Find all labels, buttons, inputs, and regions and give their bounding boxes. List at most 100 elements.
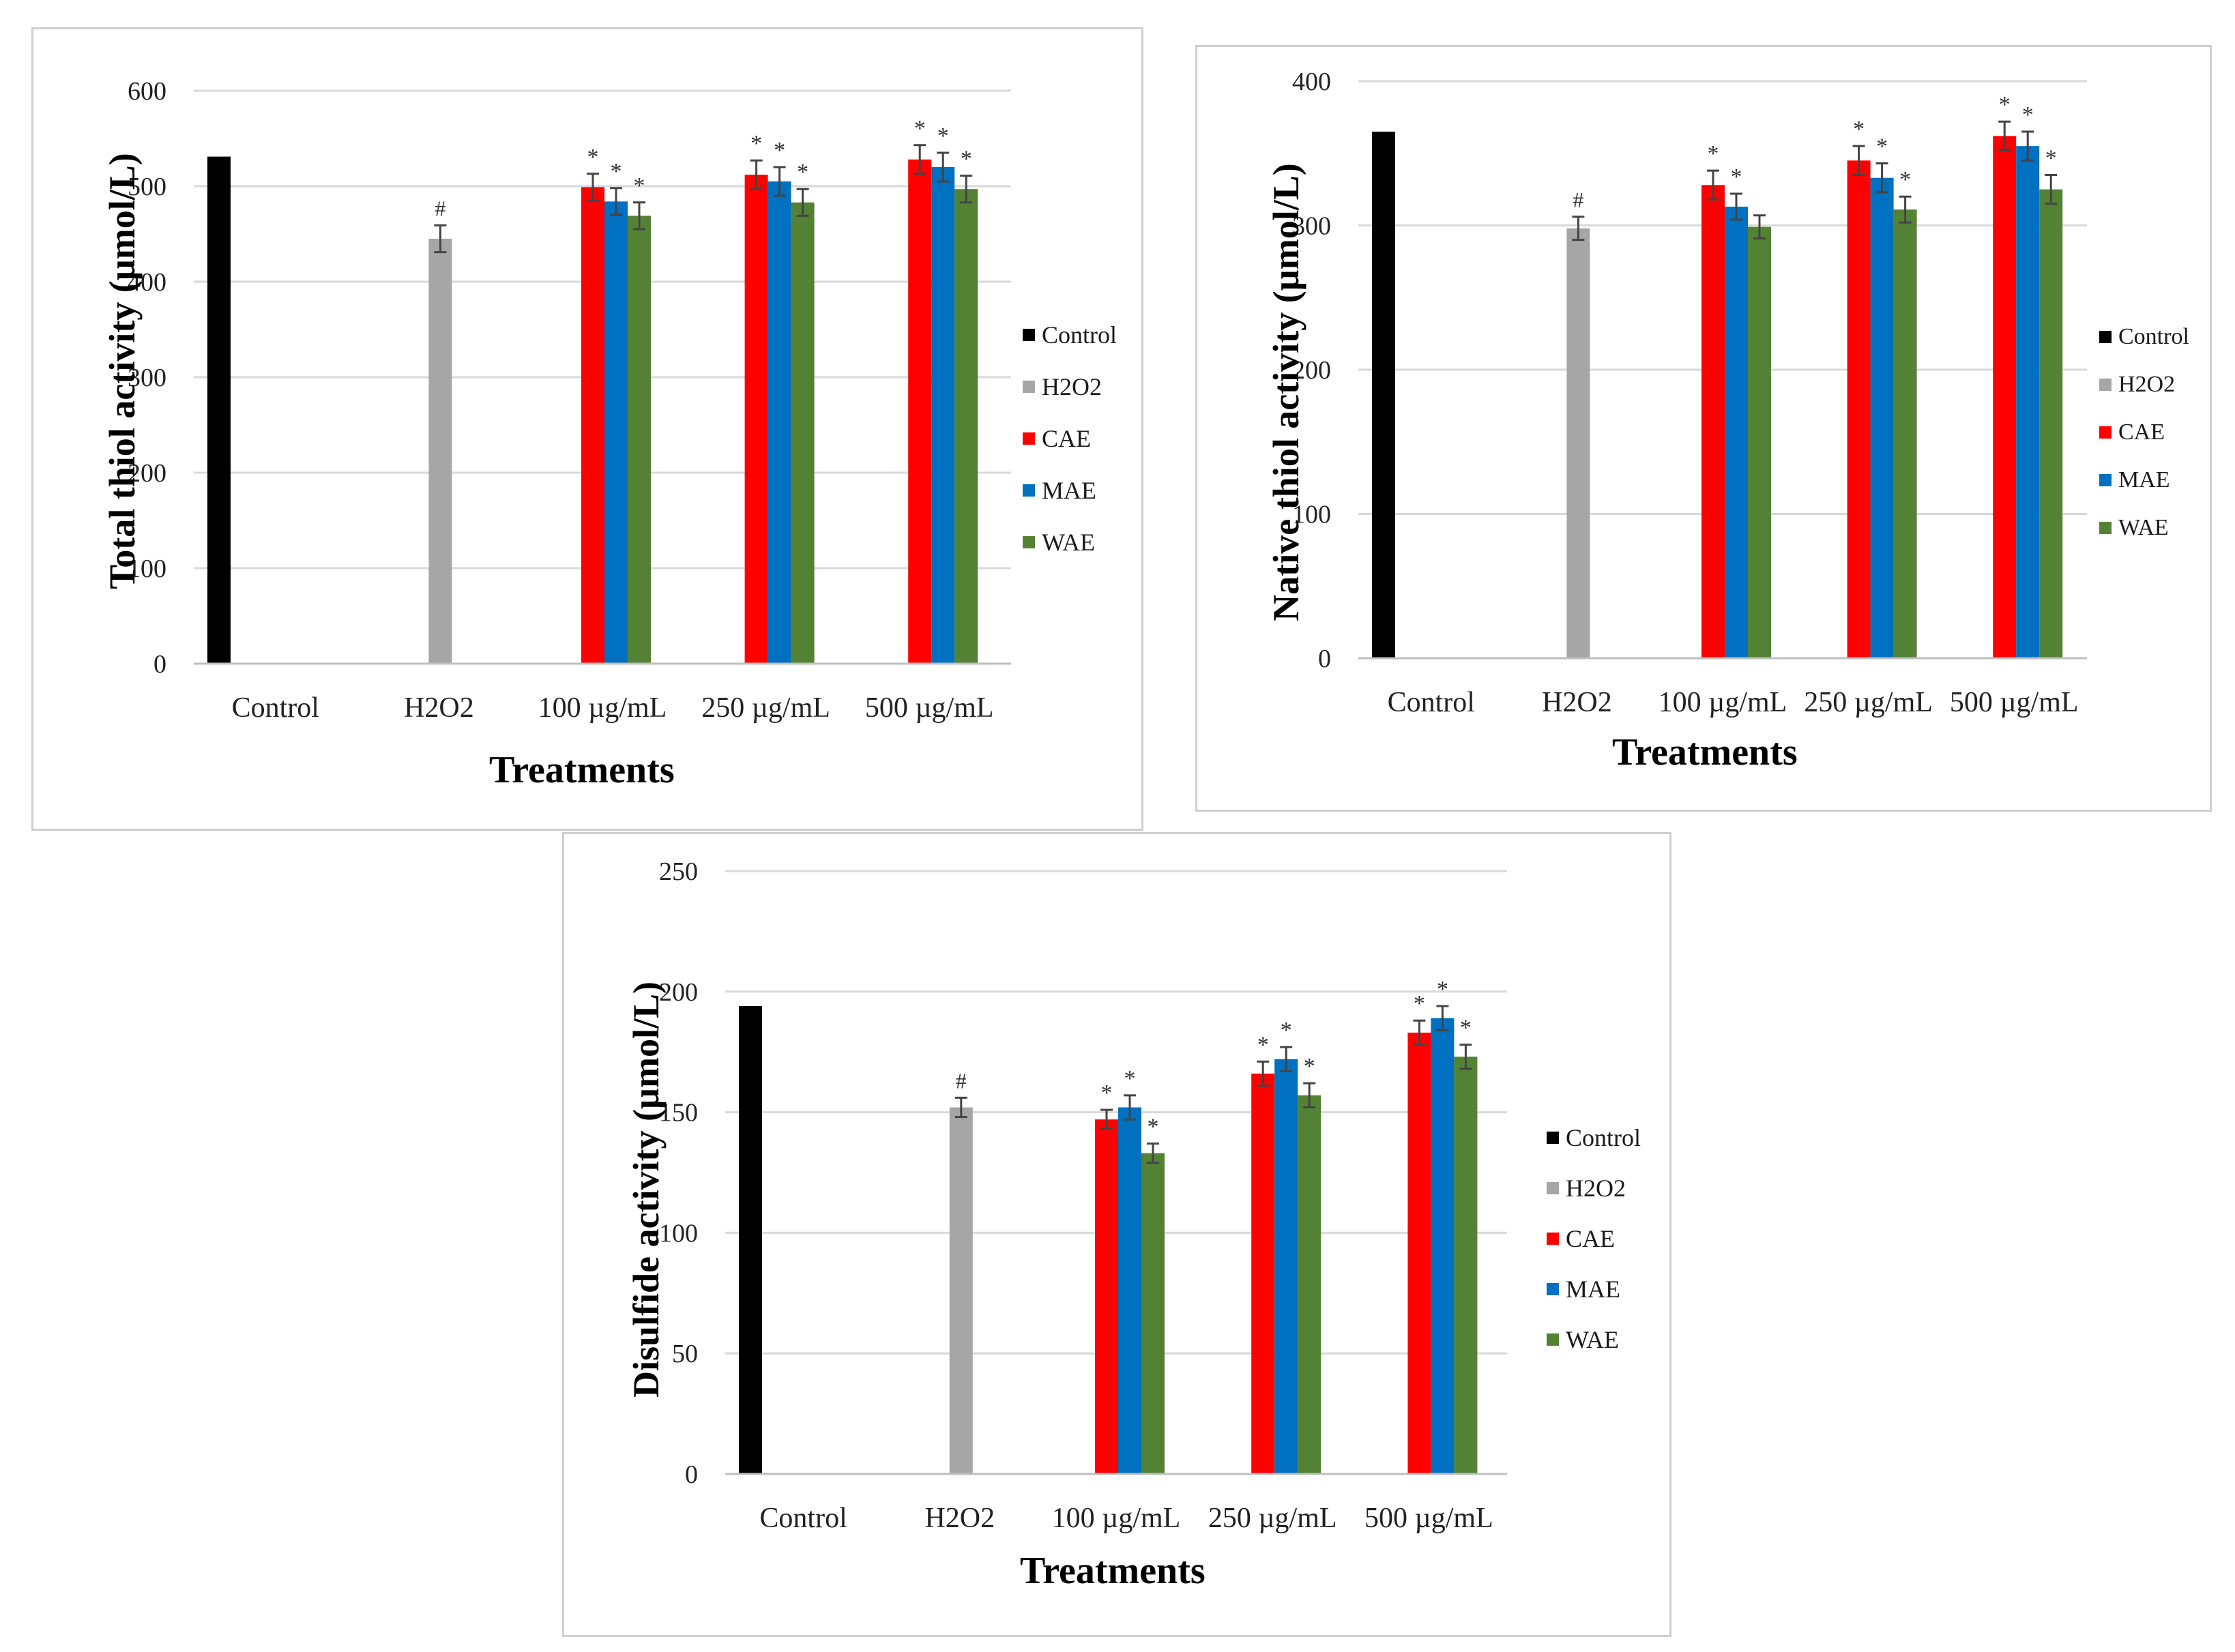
bar-cae — [1095, 1119, 1118, 1474]
legend-label: WAE — [1042, 529, 1095, 556]
legend-label: WAE — [1566, 1326, 1619, 1353]
significance-mark: * — [1257, 1032, 1269, 1057]
legend-swatch — [1023, 432, 1035, 445]
bar-cae — [1251, 1074, 1275, 1474]
bar-wae — [1893, 209, 1917, 658]
significance-mark: * — [1124, 1066, 1136, 1091]
chart-svg: 0 100 200 300 400 Control # H2O2 * * 100 µg/mL * * * 2… — [1292, 68, 2087, 718]
x-axis-title: Treatments — [489, 749, 675, 791]
significance-mark: * — [587, 145, 599, 170]
legend-item: WAE — [1023, 516, 1117, 568]
legend-item: Control — [1547, 1112, 1641, 1163]
legend-swatch — [1547, 1283, 1559, 1295]
legend-label: CAE — [1042, 425, 1091, 452]
bar-mae — [1274, 1059, 1298, 1474]
legend-label: H2O2 — [1042, 373, 1102, 400]
y-tick-label: 200 — [128, 459, 166, 488]
legend-item: Control — [1023, 309, 1117, 361]
bar-wae — [791, 202, 815, 664]
legend-label: MAE — [1042, 477, 1096, 504]
legend: Control H2O2 CAE MAE WAE — [1023, 309, 1117, 568]
legend-item: CAE — [1023, 413, 1117, 464]
x-tick-label: Control — [232, 692, 319, 724]
legend-label: WAE — [2118, 515, 2169, 540]
x-tick-label: 500 µg/mL — [1364, 1503, 1493, 1534]
legend-swatch — [1547, 1182, 1559, 1194]
y-tick-label: 300 — [128, 364, 166, 392]
x-tick-label: 250 µg/mL — [1804, 687, 1933, 718]
y-tick-label: 200 — [659, 978, 698, 1007]
bar-cae — [1701, 185, 1725, 658]
bar-control — [1372, 132, 1395, 658]
legend-swatch — [2099, 379, 2112, 391]
legend-swatch — [1547, 1333, 1559, 1346]
significance-mark: * — [1876, 134, 1888, 160]
legend-item: H2O2 — [1023, 361, 1117, 413]
bar-mae — [1118, 1107, 1141, 1474]
significance-mark: * — [2022, 102, 2034, 128]
bar-h2o2 — [1566, 228, 1590, 659]
y-tick-label: 0 — [1318, 645, 1331, 673]
y-tick-label: 400 — [128, 268, 166, 297]
bar-wae — [2039, 189, 2063, 658]
significance-mark: * — [1304, 1054, 1315, 1079]
legend-label: Control — [2118, 324, 2189, 349]
y-tick-label: 150 — [659, 1099, 698, 1127]
x-axis-title: Treatments — [1612, 731, 1798, 773]
y-tick-label: 400 — [1292, 68, 1331, 96]
significance-mark: * — [1999, 92, 2011, 117]
significance-mark: * — [1460, 1016, 1472, 1041]
bar-wae — [628, 216, 651, 664]
significance-mark: * — [937, 123, 949, 149]
bar-cae — [581, 187, 604, 664]
legend-item: CAE — [2099, 409, 2189, 456]
legend-label: H2O2 — [2118, 372, 2176, 397]
y-tick-label: 300 — [1292, 212, 1331, 241]
legend-swatch — [2099, 474, 2112, 486]
significance-mark: * — [774, 138, 785, 163]
significance-mark: * — [1101, 1080, 1113, 1106]
y-axis-title: Total thiol activity (µmol/L) — [102, 153, 143, 589]
significance-mark: * — [1437, 977, 1448, 1002]
x-tick-label: H2O2 — [924, 1503, 995, 1534]
legend-swatch — [1547, 1233, 1559, 1245]
bar-cae — [908, 159, 932, 664]
legend-item: MAE — [1547, 1264, 1641, 1314]
significance-mark: # — [956, 1068, 967, 1093]
legend-swatch — [1023, 381, 1035, 393]
significance-mark: * — [611, 159, 622, 184]
x-axis-title: Treatments — [1020, 1550, 1206, 1592]
bar-wae — [1748, 226, 1771, 658]
bar-cae — [744, 175, 768, 664]
legend-label: Control — [1566, 1124, 1641, 1151]
bar-mae — [1431, 1018, 1455, 1474]
significance-mark: * — [1708, 141, 1719, 166]
bar-h2o2 — [428, 239, 452, 664]
legend-item: WAE — [1547, 1314, 1641, 1365]
legend-label: Control — [1042, 321, 1118, 349]
chart-svg: 0 50 100 150 200 250 Control # H2O2 * * * 100 µg/mL *… — [659, 857, 1507, 1534]
x-tick-label: 100 µg/mL — [1052, 1503, 1181, 1534]
significance-mark: * — [634, 173, 645, 198]
legend-item: WAE — [2099, 504, 2189, 552]
x-tick-label: Control — [1388, 687, 1475, 718]
legend-swatch — [1023, 484, 1035, 497]
chart-panel-native-thiol: 0 100 200 300 400 Control # H2O2 * * 100 µg/mL * * * 2… — [1195, 45, 2212, 812]
y-tick-label: 500 — [128, 173, 166, 201]
significance-mark: * — [1899, 167, 1911, 192]
significance-mark: * — [1731, 164, 1742, 190]
bar-mae — [931, 167, 955, 664]
legend-item: Control — [2099, 313, 2189, 361]
significance-mark: * — [750, 131, 762, 156]
legend-swatch — [2099, 522, 2112, 534]
significance-mark: * — [961, 147, 972, 172]
y-tick-label: 100 — [1292, 501, 1331, 529]
significance-mark: * — [797, 160, 808, 185]
y-tick-label: 0 — [154, 650, 166, 679]
x-tick-label: 100 µg/mL — [1659, 687, 1787, 718]
legend-swatch — [1023, 536, 1035, 548]
bar-h2o2 — [949, 1107, 973, 1474]
x-tick-label: 250 µg/mL — [1208, 1503, 1337, 1534]
legend-item: H2O2 — [1547, 1163, 1641, 1213]
x-tick-label: 100 µg/mL — [538, 692, 667, 724]
